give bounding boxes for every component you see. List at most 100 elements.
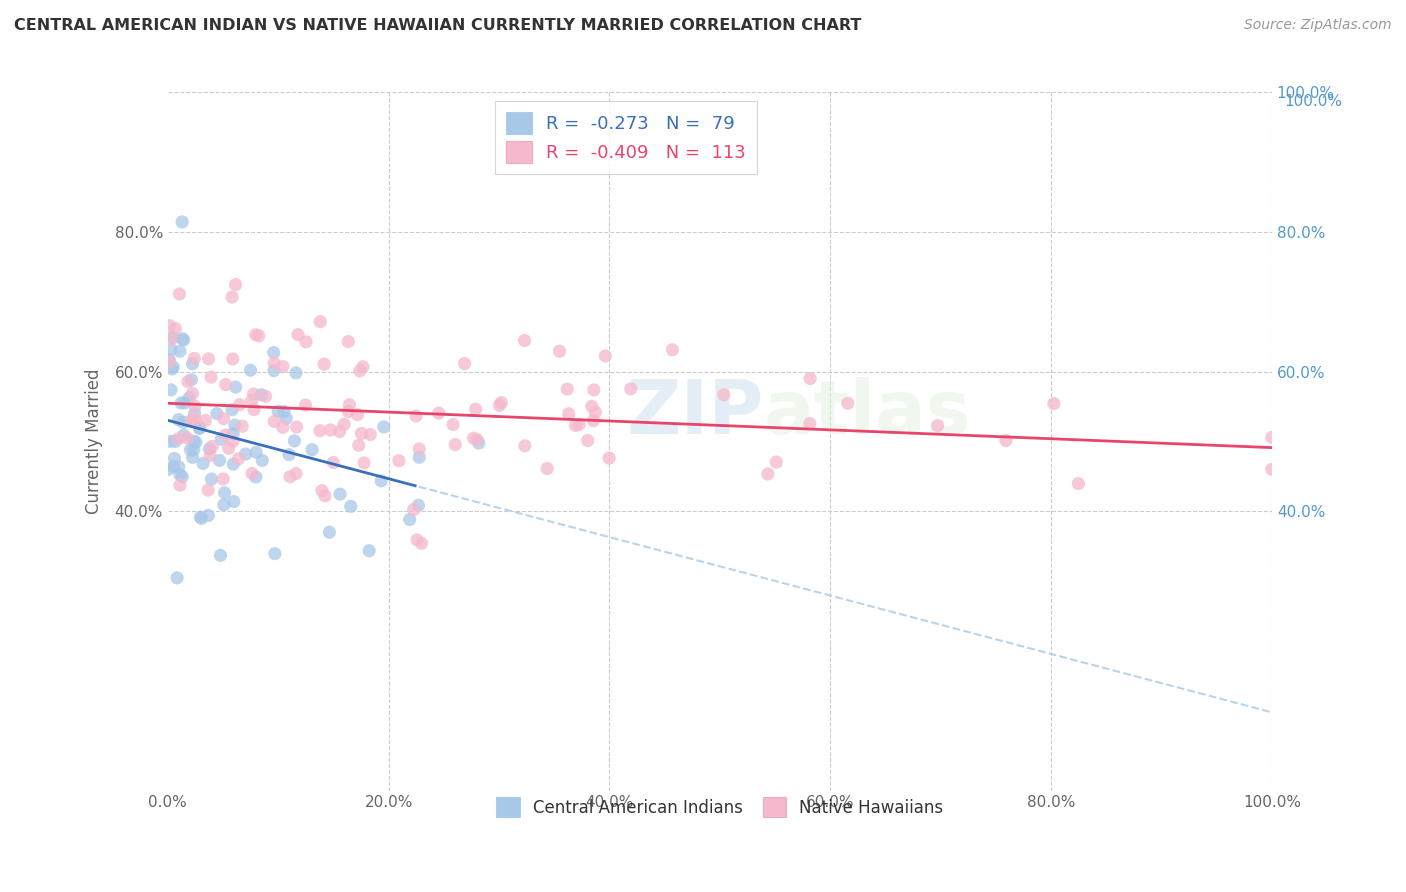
Point [177, 375, 200, 389]
Point [467, 433, 489, 447]
Point [184, 435, 207, 450]
Point [388, 454, 411, 468]
Point [582, 414, 605, 428]
Point [240, 467, 263, 481]
Text: ZIP: ZIP [627, 377, 763, 450]
Point [329, 425, 352, 439]
Point [172, 332, 194, 346]
Point [160, 362, 183, 376]
Point [408, 450, 430, 465]
Point [183, 434, 205, 449]
Point [215, 377, 238, 392]
Point [201, 439, 224, 453]
Point [179, 442, 201, 457]
Point [468, 436, 491, 450]
Point [444, 437, 467, 451]
Point [349, 364, 371, 378]
Point [157, 352, 180, 367]
Point [200, 472, 222, 486]
Point [278, 448, 301, 462]
Point [333, 417, 356, 432]
Point [276, 411, 298, 425]
Point [359, 427, 381, 442]
Point [197, 351, 219, 366]
Point [339, 398, 361, 412]
Point [162, 360, 184, 375]
Point [250, 388, 273, 402]
Point [165, 434, 187, 449]
Point [441, 417, 464, 432]
Point [595, 349, 617, 363]
Point [581, 400, 603, 414]
Point [190, 510, 212, 524]
Point [398, 512, 420, 526]
Point [271, 359, 294, 374]
Point [243, 402, 266, 417]
Point [170, 396, 193, 410]
Point [198, 449, 221, 463]
Point [402, 502, 425, 516]
Point [661, 343, 683, 357]
Point [283, 434, 305, 448]
Point [555, 382, 578, 396]
Point [488, 398, 510, 412]
Point [278, 469, 301, 483]
Point [576, 434, 599, 448]
Point [463, 431, 485, 445]
Point [322, 456, 344, 470]
Point [548, 344, 571, 359]
Point [370, 474, 392, 488]
Text: Source: ZipAtlas.com: Source: ZipAtlas.com [1244, 18, 1392, 32]
Point [167, 459, 190, 474]
Point [214, 485, 236, 500]
Text: 100.0%: 100.0% [1285, 94, 1343, 109]
Point [214, 428, 236, 442]
Point [318, 525, 340, 540]
Point [222, 434, 245, 449]
Point [513, 334, 536, 348]
Point [536, 461, 558, 475]
Point [212, 498, 235, 512]
Point [222, 351, 245, 366]
Point [1261, 430, 1284, 444]
Point [284, 467, 307, 481]
Point [165, 321, 187, 335]
Point [188, 421, 211, 435]
Point [180, 414, 202, 428]
Point [568, 417, 591, 432]
Point [176, 431, 198, 445]
Point [181, 386, 204, 401]
Point [314, 489, 336, 503]
Point [173, 428, 195, 442]
Point [197, 483, 219, 497]
Legend: Central American Indians, Native Hawaiians: Central American Indians, Native Hawaiia… [489, 790, 950, 824]
Point [309, 315, 332, 329]
Point [1043, 396, 1066, 410]
Point [179, 391, 201, 405]
Point [208, 453, 231, 467]
Point [273, 404, 295, 418]
Point [212, 411, 235, 425]
Point [169, 467, 191, 482]
Point [267, 404, 290, 418]
Point [1261, 462, 1284, 476]
Point [231, 419, 253, 434]
Point [353, 456, 375, 470]
Point [167, 412, 190, 426]
Point [225, 277, 247, 292]
Point [194, 413, 217, 427]
Point [713, 388, 735, 402]
Point [263, 363, 285, 377]
Point [406, 533, 429, 547]
Point [212, 472, 235, 486]
Point [162, 459, 184, 474]
Point [157, 462, 180, 476]
Point [408, 442, 430, 456]
Point [373, 420, 395, 434]
Point [160, 332, 183, 346]
Point [927, 418, 949, 433]
Point [169, 287, 191, 301]
Point [222, 426, 245, 441]
Point [245, 445, 267, 459]
Point [245, 327, 267, 342]
